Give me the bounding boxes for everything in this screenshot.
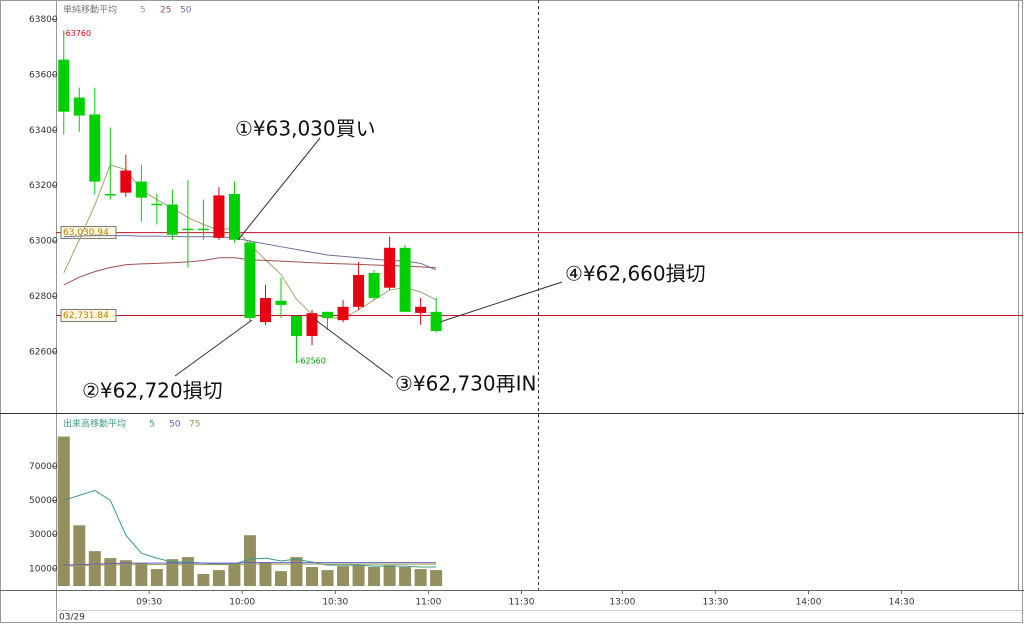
annotation: ①¥63,030買い [235,117,376,141]
candle-body [120,170,132,193]
x-tick-label: 11:30 [509,598,535,608]
legend-entry: 50 [169,420,181,430]
volume-bar [414,569,427,586]
leader-line [312,317,394,379]
volume-bar [166,559,179,586]
candle-body [58,59,70,112]
x-tick-label: 10:30 [322,598,348,608]
candle-body [399,247,411,312]
y-tick-label: 30000 [29,530,58,540]
ma-line [63,489,437,568]
candle-body [430,311,442,331]
y-tick-label: 63600 [29,70,58,80]
y-tick-label: 62800 [29,292,58,302]
candle-body [197,228,209,231]
volume-bar [88,551,101,586]
candle-body [89,114,101,182]
y-tick-label: 63000 [29,237,58,247]
candle-body [104,194,116,196]
volume-bar [228,563,241,586]
price-label-box [60,308,117,322]
price-label: 62,731.84 [63,311,109,321]
candle-body [244,242,256,318]
x-tick-label: 13:00 [609,598,635,608]
volume-bar [212,570,225,586]
volume-bar [337,566,350,586]
x-tick-label: 09:30 [136,598,162,608]
volume-bar [274,571,287,586]
leader-line [439,281,563,323]
candle-body [368,273,380,298]
ma-line [63,562,437,566]
annotation: ③¥62,730再IN [395,372,537,396]
x-tick-label: 10:00 [229,598,255,608]
legend-title: 単純移動平均 [63,4,117,16]
date-label: 03/29 [59,613,85,623]
volume-bar [399,567,412,586]
candle-body [151,203,163,206]
y-tick-label: 50000 [29,496,58,506]
candle-body [73,97,85,116]
legend-entry: 50 [180,6,192,16]
y-tick-label: 63400 [29,126,58,136]
candle-body [291,315,302,336]
x-tick-label: 13:30 [702,598,728,608]
candle-body [182,228,194,231]
candle-body [337,306,349,321]
legend-entry: 5 [140,6,146,16]
legend-title: 出来高移動平均 [63,418,126,430]
candle-body [322,311,334,318]
candle-body [213,195,225,238]
volume-bar [352,565,365,586]
x-tick-label: 11:00 [415,598,441,608]
volume-bar [259,562,272,586]
x-tick-label: 14:00 [796,598,822,608]
legend-entry: 5 [149,420,155,430]
candle-body [384,247,396,288]
candle-body [415,306,427,313]
low-label: -62560 [298,357,326,366]
volume-bar [321,570,334,586]
volume-bar [57,436,70,586]
candle-body [353,274,365,307]
leader-line [174,319,253,377]
candle-body [275,300,287,305]
y-tick-label: 70000 [29,462,58,472]
volume-bar [383,565,396,586]
candle-body [135,181,147,198]
y-tick-label: 63200 [29,181,58,191]
volume-bar [135,563,148,586]
x-tick-label: 14:30 [889,598,915,608]
annotation: ④¥62,660損切 [565,262,706,286]
volume-bar [119,560,132,586]
candle-body [228,194,240,240]
volume-bar [181,557,194,586]
ma-line [63,563,437,567]
marks: 62600 62800 63000 63200 63400 63600 63800 63,03… [29,6,1023,623]
high-label: -63760 [63,29,91,38]
candle-body [166,204,178,235]
legend-entry: 25 [160,6,171,16]
y-tick-label: 62600 [29,348,58,358]
volume-bar [197,574,210,586]
candle-body [259,297,271,323]
annotation: ②¥62,720損切 [82,379,223,403]
volume-bar [150,569,163,586]
volume-bar [243,535,256,586]
y-tick-label: 63800 [29,15,58,25]
legend-entry: 75 [189,420,200,430]
volume-bar [73,525,86,586]
price-label: 63,030.94 [63,228,109,238]
volume-bar [430,570,443,586]
y-tick-label: 10000 [29,564,58,574]
volume-bar [306,567,319,586]
leader-line [237,137,321,241]
volume-bar [290,557,303,586]
volume-bar [368,567,381,586]
volume-bar [104,558,117,586]
candle-body [306,313,318,336]
